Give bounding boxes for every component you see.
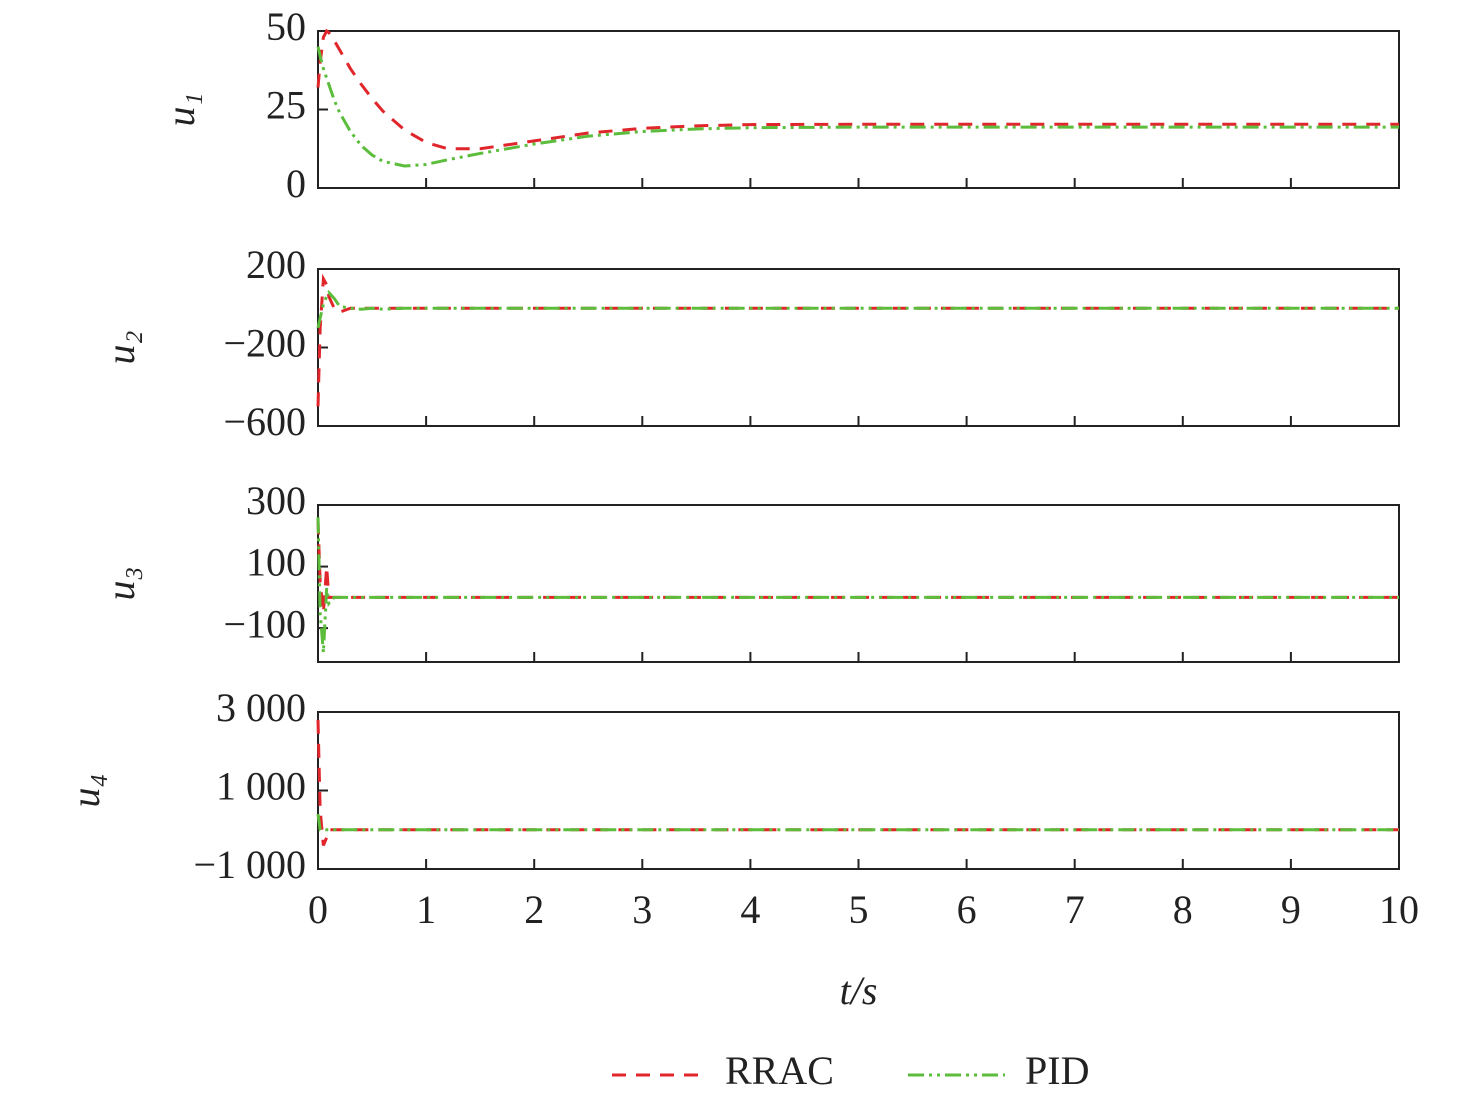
series-line [316,273,1399,407]
series-line [316,813,1399,832]
y-axis-label: u₂ [98,331,143,365]
y-tick-label: 3 000 [216,685,306,730]
y-axis-label: u₃ [98,567,143,601]
series-line [316,719,1399,847]
x-tick-label: 9 [1281,887,1301,932]
x-tick-label: 0 [308,887,328,932]
series-line [316,520,1399,613]
series-line [316,28,1399,151]
plot-frame [317,268,1400,427]
y-tick-label: −600 [223,399,306,444]
x-tick-label: 3 [632,887,652,932]
x-tick-label: 8 [1173,887,1193,932]
y-axis-label: u₄ [63,774,108,808]
y-tick-label: −200 [223,321,306,366]
x-tick-label: 7 [1065,887,1085,932]
y-tick-label: −100 [223,601,306,646]
y-tick-label: 200 [246,242,306,287]
plot-frame [317,504,1400,663]
x-axis-label: t/s [840,968,878,1013]
y-tick-label: 100 [246,540,306,585]
plot-frame [317,30,1400,189]
x-tick-label: 6 [957,887,977,932]
legend-label: RRAC [725,1048,834,1093]
y-tick-label: 1 000 [216,764,306,809]
x-tick-label: 10 [1379,887,1419,932]
y-tick-label: 300 [246,478,306,523]
series-line [316,517,1399,653]
x-tick-label: 1 [416,887,436,932]
y-tick-label: 0 [286,161,306,206]
y-axis-label: u₁ [158,93,203,127]
y-tick-label: 25 [266,83,306,128]
x-tick-label: 2 [524,887,544,932]
x-tick-label: 5 [849,887,869,932]
plot-frame [317,711,1400,870]
y-tick-label: 50 [266,4,306,49]
series-line [316,46,1399,168]
legend-label: PID [1025,1048,1089,1093]
y-tick-label: −1 000 [193,842,306,887]
series-line [316,289,1399,329]
x-tick-label: 4 [740,887,760,932]
